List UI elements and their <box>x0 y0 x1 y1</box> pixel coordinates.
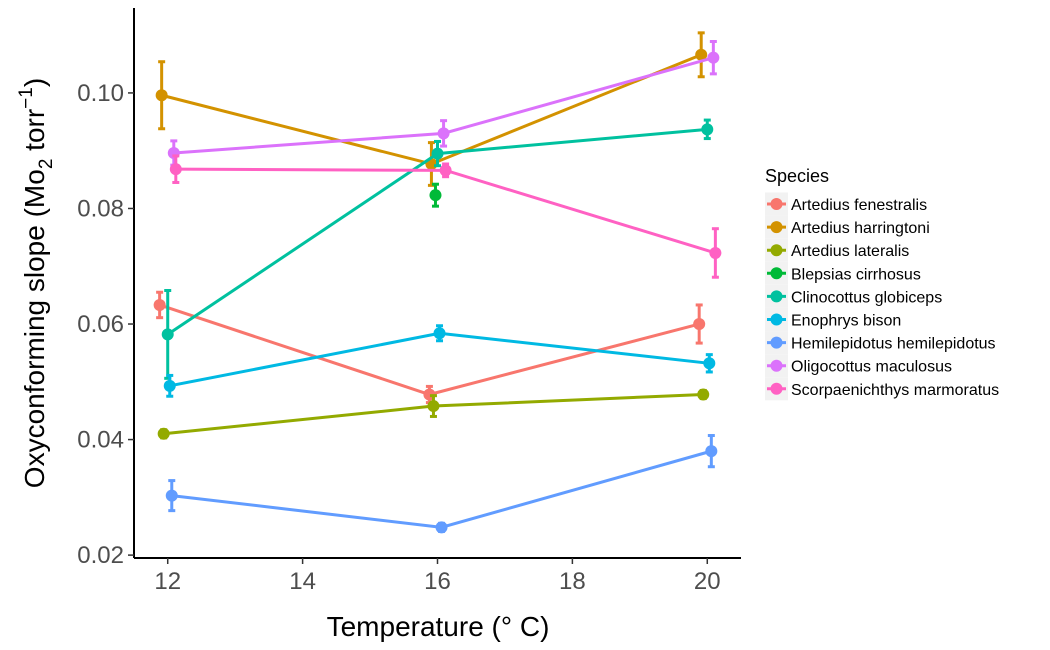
y-tick-label: 0.02 <box>77 542 124 569</box>
legend-item: Scorpaenichthys marmoratus <box>765 377 999 401</box>
legend-item: Blepsias cirrhosus <box>765 261 921 285</box>
data-point <box>709 246 722 259</box>
data-point <box>431 147 444 160</box>
legend-key-point <box>770 359 783 372</box>
plot-area <box>153 31 722 534</box>
data-point <box>169 163 182 176</box>
data-point <box>707 51 720 64</box>
legend-label: Scorpaenichthys marmoratus <box>791 382 999 399</box>
series-line <box>175 167 716 255</box>
x-axis-title: Temperature (° C) <box>327 611 550 642</box>
data-point <box>703 357 716 370</box>
legend-key-point <box>770 221 783 234</box>
legend-label: Artedius fenestralis <box>791 197 927 214</box>
legend-key-point <box>770 198 783 210</box>
data-point <box>161 328 174 341</box>
legend-label: Clinocottus globiceps <box>791 289 942 306</box>
legend-label: Blepsias cirrhosus <box>791 266 921 283</box>
data-point <box>153 298 166 311</box>
legend-label: Oligocottus maculosus <box>791 359 952 376</box>
series-6 <box>165 434 718 534</box>
data-point <box>427 400 440 413</box>
data-point <box>163 379 176 392</box>
series-8 <box>169 154 722 279</box>
data-point <box>433 327 446 340</box>
series-3 <box>429 182 442 208</box>
y-tick-label: 0.06 <box>77 311 124 338</box>
legend-label: Artedius harringtoni <box>791 220 930 237</box>
data-point <box>439 164 452 177</box>
x-tick-label: 12 <box>154 568 181 595</box>
data-point <box>697 388 710 401</box>
legend: Species Artedius fenestralis Artedius har… <box>765 166 999 401</box>
legend-item: Hemilepidotus hemilepidotus <box>765 331 996 355</box>
legend-label: Enophrys bison <box>791 313 901 330</box>
legend-item: Oligocottus maculosus <box>765 354 952 378</box>
x-tick-label: 20 <box>694 568 721 595</box>
x-tick-label: 14 <box>289 568 316 595</box>
y-axis-title-main: Oxyconforming slope (Mo <box>19 169 50 488</box>
y-tick-label: 0.08 <box>77 195 124 222</box>
data-point <box>165 489 178 502</box>
series-line <box>171 449 712 529</box>
x-tick-label: 16 <box>424 568 451 595</box>
legend-items: Artedius fenestralis Artedius harringtoni… <box>765 192 999 401</box>
legend-key-point <box>770 244 783 257</box>
axes: 12 14 16 18 20 0.02 0.04 0.06 0.08 0.10 <box>77 8 741 595</box>
x-tick-label: 18 <box>559 568 586 595</box>
legend-key-point <box>770 313 783 326</box>
data-point <box>435 521 448 534</box>
series-7 <box>167 40 720 167</box>
data-point <box>155 89 168 102</box>
data-point <box>693 318 706 331</box>
legend-label: Artedius lateralis <box>791 243 909 260</box>
series-0 <box>153 290 706 405</box>
data-point <box>437 127 450 140</box>
y-tick-label: 0.04 <box>77 427 124 454</box>
series-line <box>159 303 700 397</box>
series-2 <box>157 388 710 440</box>
legend-item: Artedius fenestralis <box>765 192 927 216</box>
data-point <box>695 48 708 61</box>
legend-item: Artedius lateralis <box>765 238 909 262</box>
legend-title: Species <box>765 166 829 186</box>
data-point <box>705 445 718 458</box>
legend-key-point <box>770 267 783 280</box>
legend-key-point <box>770 336 783 349</box>
data-point <box>701 123 714 136</box>
legend-key-point <box>770 382 783 395</box>
data-point <box>429 189 442 202</box>
legend-item: Clinocottus globiceps <box>765 284 942 308</box>
y-axis-title-subscript: 2 <box>36 159 57 170</box>
y-tick-label: 0.10 <box>77 80 124 107</box>
y-axis-title-superscript: −1 <box>16 87 37 109</box>
series-5 <box>163 324 716 398</box>
data-point <box>157 427 170 440</box>
legend-item: Enophrys bison <box>765 308 901 331</box>
legend-item: Artedius harringtoni <box>765 215 930 239</box>
legend-key-point <box>770 290 783 303</box>
series-1 <box>155 31 708 187</box>
y-axis-title: Oxyconforming slope (Mo2 torr−1) <box>16 78 57 488</box>
y-axis-title-unit: torr <box>19 109 50 159</box>
y-axis-title-close: ) <box>19 78 50 87</box>
legend-label: Hemilepidotus hemilepidotus <box>791 336 996 353</box>
